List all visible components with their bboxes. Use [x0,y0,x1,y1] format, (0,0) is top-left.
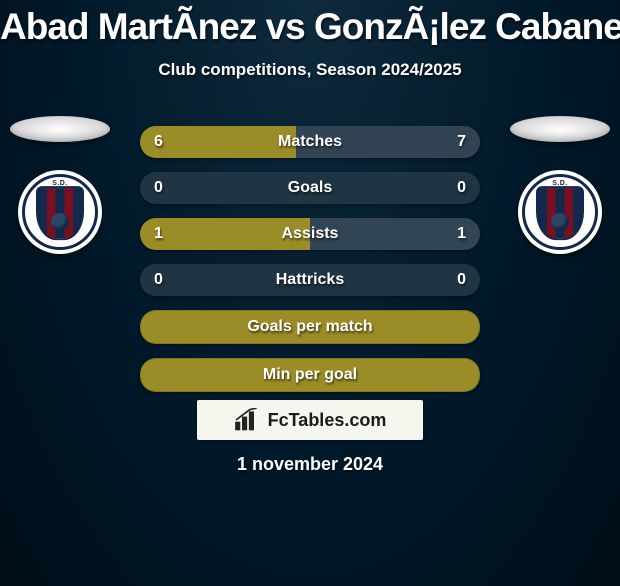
page-title: Abad MartÃ­nez vs GonzÃ¡lez Cabanes [0,6,620,48]
stat-value-right: 1 [457,218,466,250]
stat-row-gpm: Goals per match [140,310,480,344]
stat-fill-left [140,126,296,158]
stat-label: Hattricks [140,271,480,289]
bar-chart-icon [234,408,262,432]
stat-value-right: 0 [457,172,466,204]
stats-stack: 67Matches00Goals11Assists00HattricksGoal… [140,126,480,406]
stat-label: Goals [140,179,480,197]
stat-value-right: 7 [457,126,466,158]
team-right-platform [510,116,610,142]
stat-row-hattricks: 0 0Hattricks [140,264,480,296]
team-left-crest: S.D. HUESCA [18,170,102,254]
stat-value-left: 0 [154,264,163,296]
stat-fill-left [140,218,310,250]
stat-value-left: 6 [154,126,163,158]
stat-value-right: 0 [457,264,466,296]
page-subtitle: Club competitions, Season 2024/2025 [0,60,620,80]
stat-value-left: 0 [154,172,163,204]
stat-row-assists: 11Assists [140,218,480,250]
stat-row-matches: 67Matches [140,126,480,158]
watermark-label: FcTables.com [268,410,387,431]
watermark[interactable]: FcTables.com [197,400,423,440]
page-date: 1 november 2024 [0,454,620,475]
stat-label: Min per goal [141,366,479,384]
team-left-platform [10,116,110,142]
team-right-box: S.D. HUESCA [510,116,610,254]
stat-fill-right [296,126,480,158]
stat-value-left: 1 [154,218,163,250]
stat-label: Goals per match [141,318,479,336]
stat-fill-right [310,218,480,250]
stat-row-goals: 0 0Goals [140,172,480,204]
stat-row-mpg: Min per goal [140,358,480,392]
team-right-crest: S.D. HUESCA [518,170,602,254]
team-left-box: S.D. HUESCA [10,116,110,254]
